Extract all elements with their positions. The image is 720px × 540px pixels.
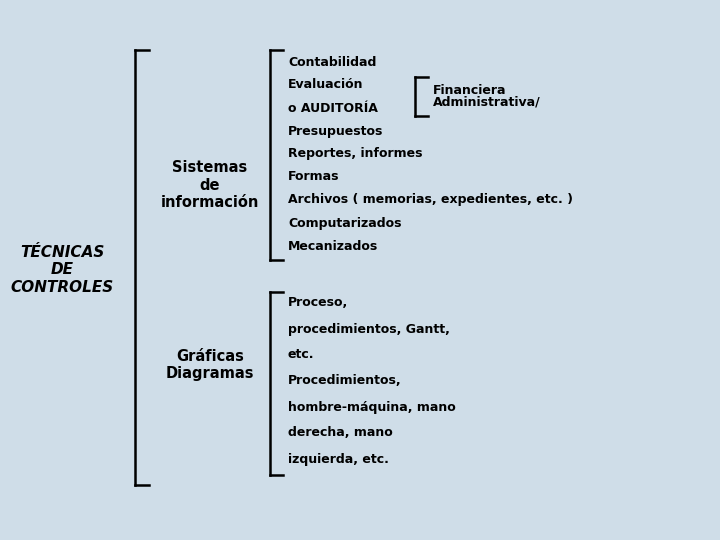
Text: Mecanizados: Mecanizados <box>288 240 378 253</box>
Text: Administrativa/: Administrativa/ <box>433 96 541 109</box>
Text: etc.: etc. <box>288 348 315 361</box>
Text: Evaluación: Evaluación <box>288 78 364 91</box>
Text: Archivos ( memorias, expedientes, etc. ): Archivos ( memorias, expedientes, etc. ) <box>288 193 573 206</box>
Text: Procedimientos,: Procedimientos, <box>288 375 402 388</box>
Text: Formas: Formas <box>288 171 340 184</box>
Text: Gráficas
Diagramas: Gráficas Diagramas <box>166 349 254 381</box>
Text: izquierda, etc.: izquierda, etc. <box>288 453 389 465</box>
Text: procedimientos, Gantt,: procedimientos, Gantt, <box>288 322 450 335</box>
Text: Contabilidad: Contabilidad <box>288 56 377 69</box>
Text: o AUDITORÍA: o AUDITORÍA <box>288 102 378 114</box>
Text: Computarizados: Computarizados <box>288 217 402 230</box>
Text: Reportes, informes: Reportes, informes <box>288 147 423 160</box>
Text: Sistemas
de
información: Sistemas de información <box>161 160 259 210</box>
Text: Presupuestos: Presupuestos <box>288 125 383 138</box>
Text: Proceso,: Proceso, <box>288 296 348 309</box>
Text: derecha, mano: derecha, mano <box>288 427 392 440</box>
Text: hombre-máquina, mano: hombre-máquina, mano <box>288 401 456 414</box>
Text: Financiera: Financiera <box>433 84 506 97</box>
Text: TÉCNICAS
DE
CONTROLES: TÉCNICAS DE CONTROLES <box>10 245 114 295</box>
